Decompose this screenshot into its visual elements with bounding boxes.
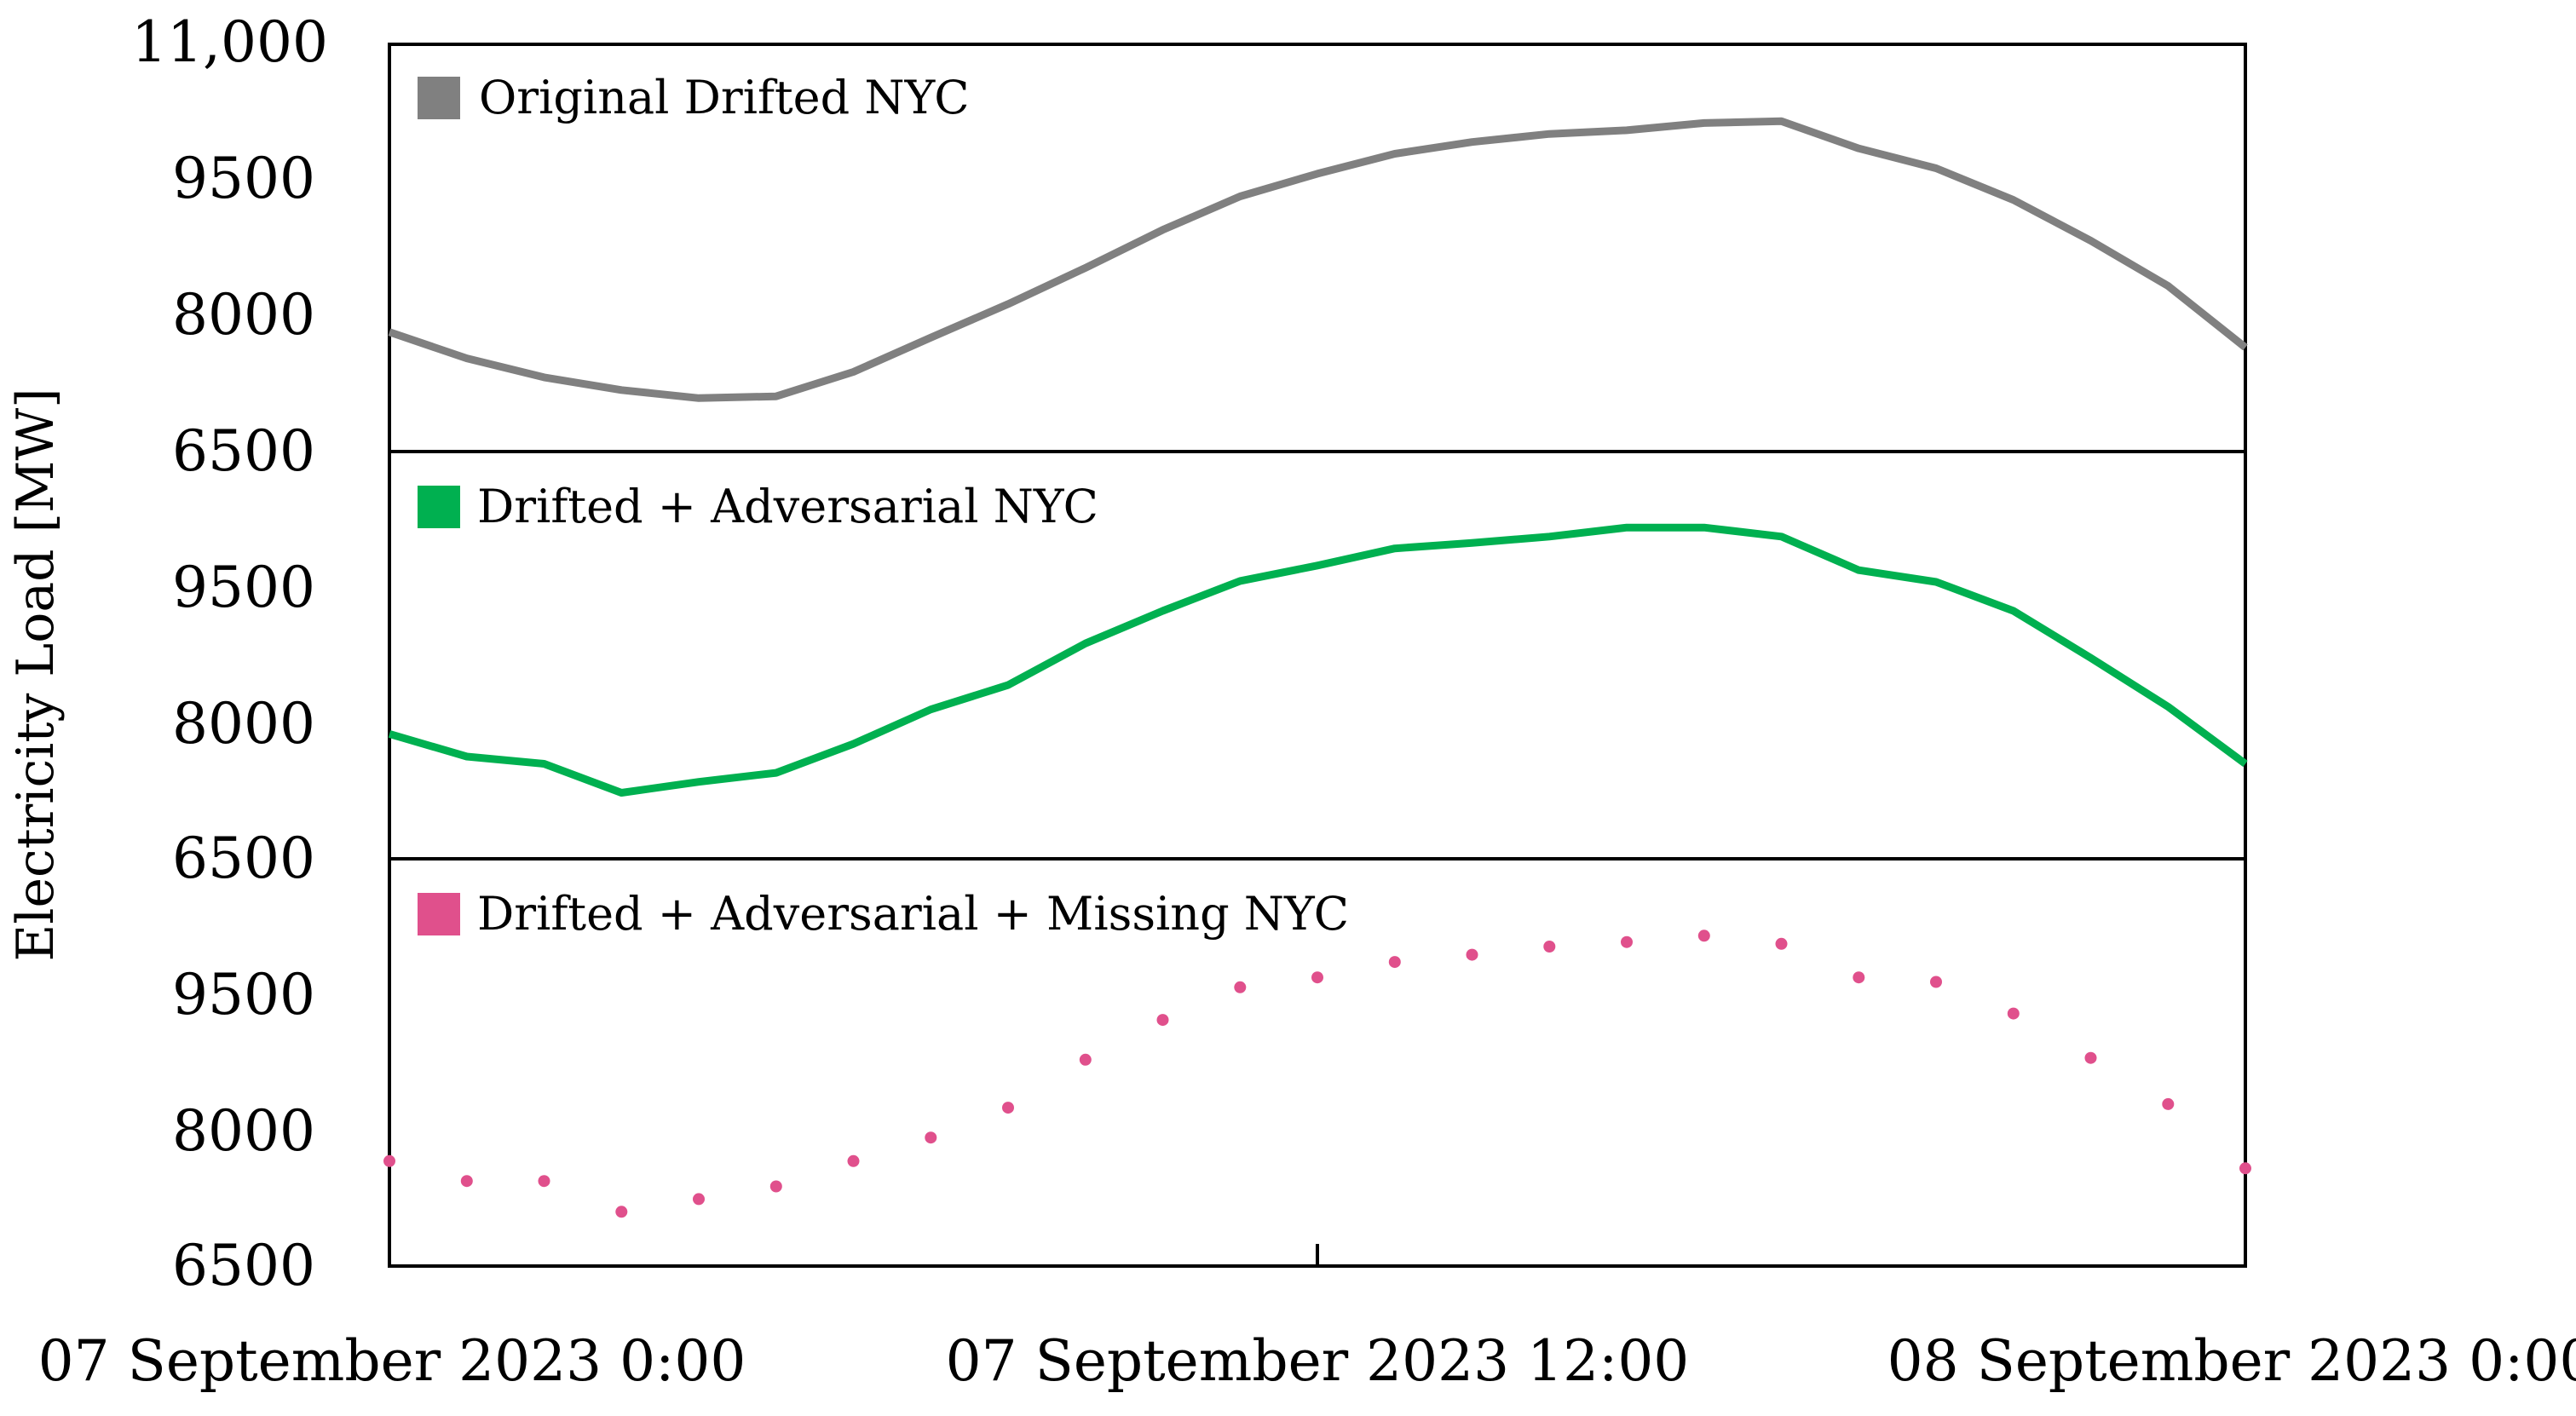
y-tick-label: 8000 xyxy=(172,282,315,348)
data-point xyxy=(847,1154,860,1167)
legend-swatch xyxy=(418,893,460,935)
x-tick-label: 08 September 2023 0:00 xyxy=(1887,1328,2576,1394)
panel-original: 11,000 9500 8000 6500 Original Drifted N… xyxy=(131,9,2248,484)
data-point xyxy=(383,1154,395,1167)
y-axis-label: Electricity Load [MW] xyxy=(6,388,66,961)
data-point xyxy=(1311,971,1323,984)
panel-adversarial: 9500 8000 6500 Drifted + Adversarial NYC xyxy=(172,450,2248,891)
y-tick-label: 9500 xyxy=(172,555,315,620)
data-point xyxy=(925,1131,937,1144)
data-point xyxy=(693,1193,705,1206)
data-point xyxy=(2007,1007,2020,1020)
legend-label: Drifted + Adversarial + Missing NYC xyxy=(477,887,1349,941)
x-tick-label: 07 September 2023 0:00 xyxy=(38,1328,746,1394)
series-line xyxy=(388,523,2248,797)
data-point xyxy=(1621,935,1633,948)
data-point xyxy=(2084,1051,2097,1064)
data-point xyxy=(538,1175,550,1188)
data-point xyxy=(1079,1053,1092,1066)
data-point xyxy=(1930,976,1942,988)
y-tick-label: 9500 xyxy=(172,146,315,211)
y-tick-label: 11,000 xyxy=(131,9,328,75)
data-point xyxy=(1853,971,1865,984)
data-point xyxy=(1234,981,1247,993)
series-drifted-adversarial xyxy=(388,523,2248,797)
data-point xyxy=(1388,956,1401,969)
data-point xyxy=(1002,1102,1014,1114)
legend-label: Drifted + Adversarial NYC xyxy=(477,480,1098,533)
x-tick-label: 07 September 2023 12:00 xyxy=(946,1328,1690,1394)
series-original-drifted xyxy=(388,117,2248,402)
data-point xyxy=(1697,930,1710,942)
data-point xyxy=(615,1206,628,1218)
series-line xyxy=(388,117,2248,402)
panel-missing: 9500 8000 6500 Drifted + Adversarial + M… xyxy=(172,857,2251,1298)
legend-swatch xyxy=(418,486,460,528)
data-point xyxy=(1775,937,1788,950)
data-point xyxy=(2239,1162,2251,1175)
y-tick-label: 6500 xyxy=(172,826,315,891)
data-point xyxy=(1466,948,1478,961)
y-tick-label: 6500 xyxy=(172,1233,315,1298)
y-tick-label: 6500 xyxy=(172,418,315,484)
data-point xyxy=(2162,1097,2175,1110)
series-drifted-adversarial-missing xyxy=(383,930,2251,1218)
data-point xyxy=(769,1180,782,1193)
data-point xyxy=(1543,941,1556,953)
y-tick-label: 9500 xyxy=(172,962,315,1027)
y-tick-label: 8000 xyxy=(172,691,315,757)
data-point xyxy=(1156,1014,1169,1027)
legend-swatch xyxy=(418,77,460,119)
y-tick-label: 8000 xyxy=(172,1098,315,1164)
legend-label: Original Drifted NYC xyxy=(479,71,970,124)
data-point xyxy=(460,1175,473,1188)
